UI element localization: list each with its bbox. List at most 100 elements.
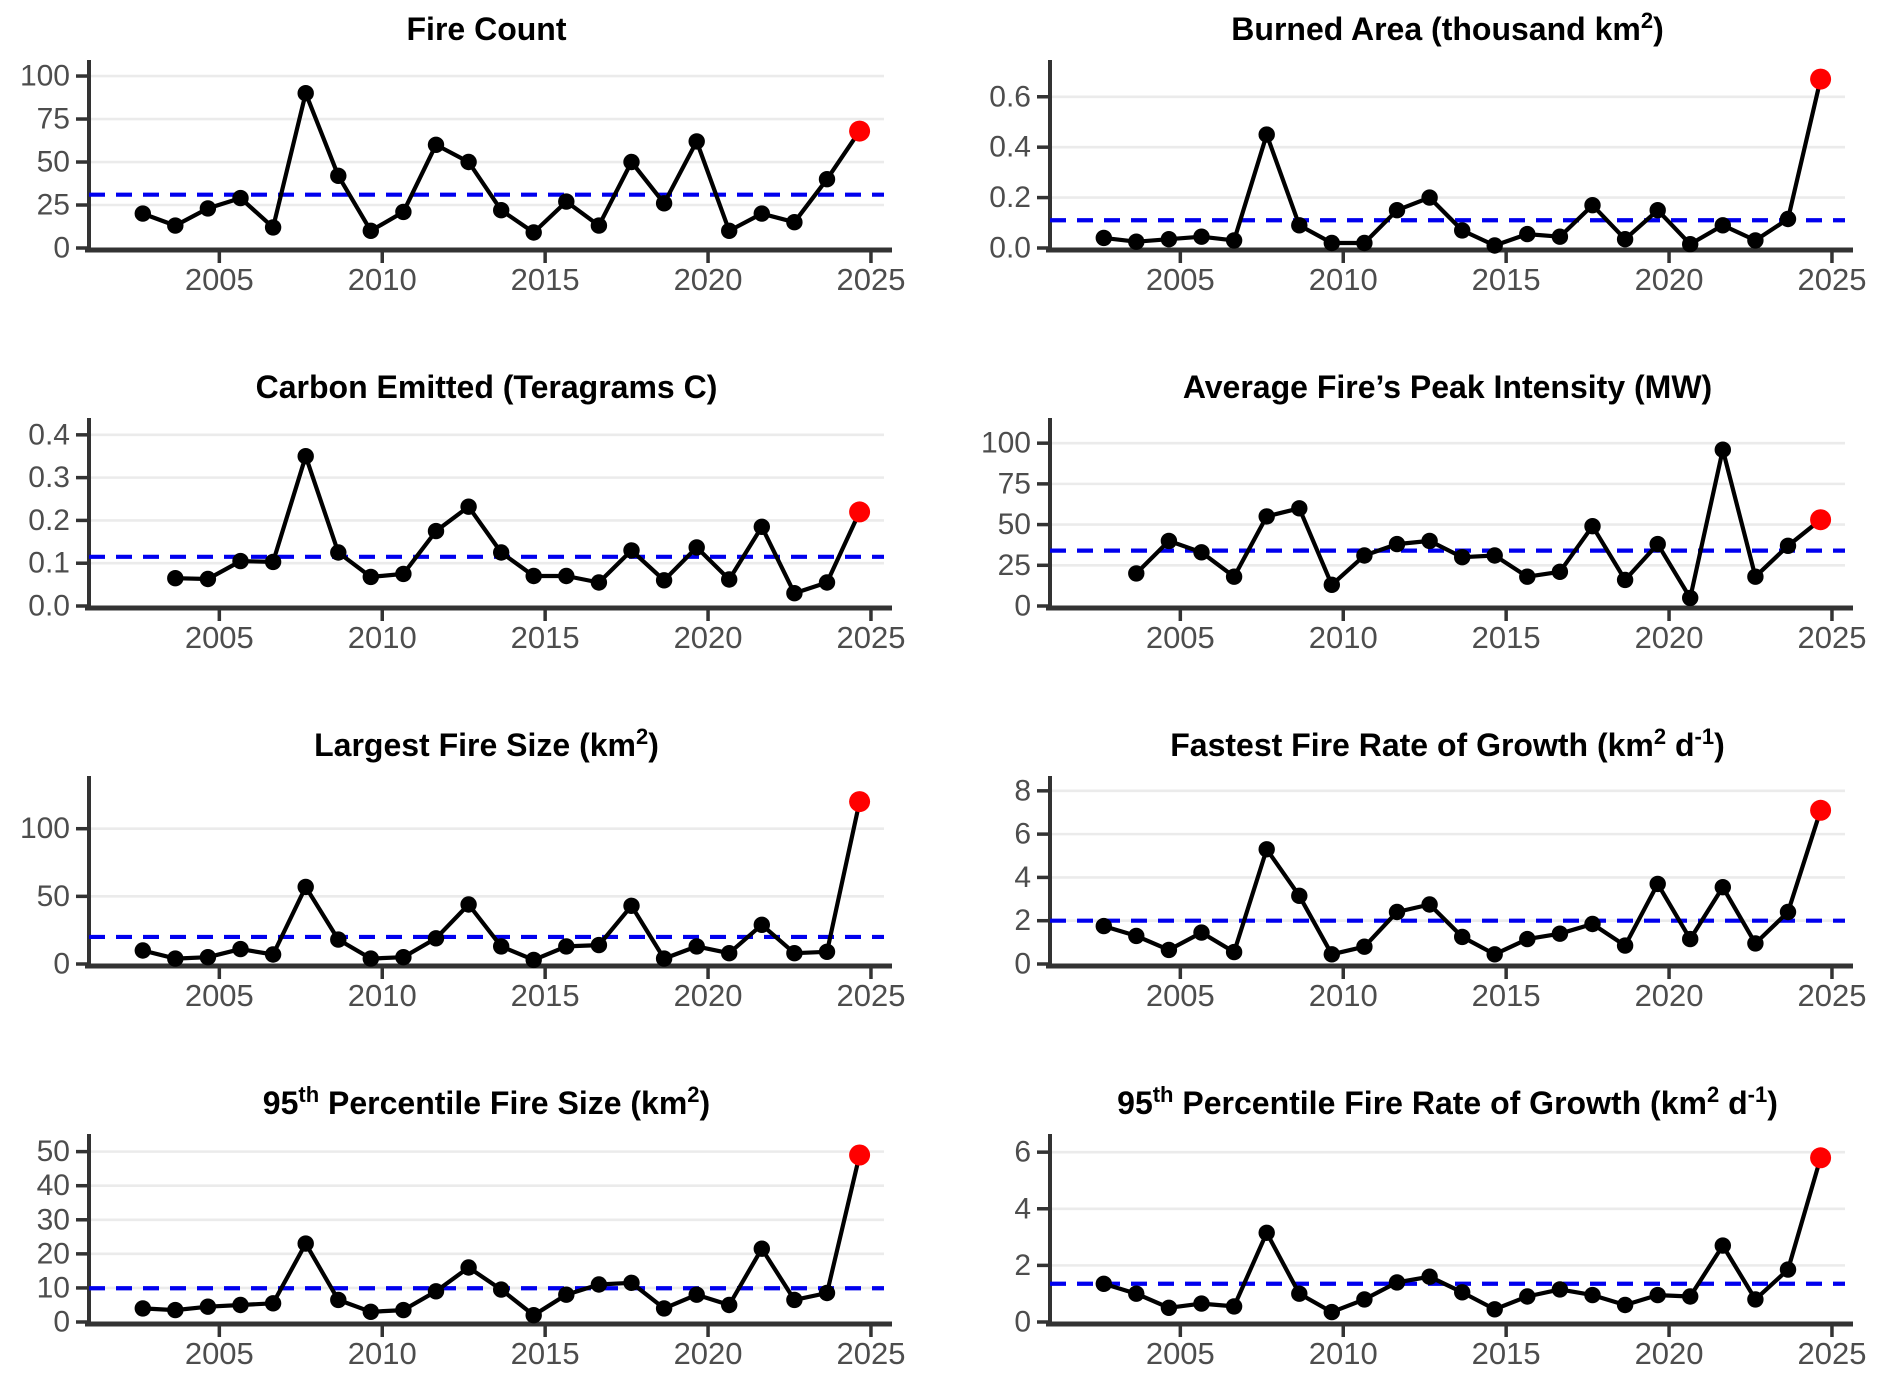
data-point bbox=[1356, 234, 1373, 252]
x-axis-tick-label: 2020 bbox=[674, 978, 743, 1013]
data-point bbox=[1291, 500, 1308, 517]
y-axis-tick-label: 6 bbox=[1014, 818, 1031, 851]
data-point bbox=[493, 938, 510, 955]
data-point bbox=[460, 153, 477, 171]
data-point bbox=[818, 943, 836, 960]
data-point bbox=[199, 949, 217, 966]
data-point bbox=[818, 1284, 836, 1302]
data-point bbox=[655, 572, 673, 589]
charts-row-3: 0 50 100 2005 2010 2015 2020 2025 Largest Fire S… bbox=[0, 716, 1892, 1074]
y-axis-tick-label: 4 bbox=[1014, 861, 1031, 894]
data-point bbox=[134, 942, 151, 959]
data-point bbox=[232, 940, 249, 958]
latest-data-point bbox=[1810, 509, 1832, 531]
data-point bbox=[1486, 946, 1503, 963]
panel-burned-area: 0.0 0.2 0.4 0.6 2005 2010 2015 2020 2025 Burned A… bbox=[946, 0, 1892, 358]
data-point bbox=[1323, 576, 1340, 593]
data-point bbox=[460, 1259, 477, 1276]
charts-row-1: 0 25 50 75 100 2005 2010 2015 2020 2025 Fire Count… bbox=[0, 0, 1892, 358]
data-point bbox=[1323, 1303, 1340, 1321]
data-point bbox=[1714, 879, 1731, 896]
data-point bbox=[264, 553, 282, 571]
data-point bbox=[1258, 126, 1275, 143]
x-axis-tick-label: 2020 bbox=[674, 262, 743, 297]
data-point bbox=[1128, 1285, 1145, 1302]
x-axis-tick-label: 2005 bbox=[185, 262, 254, 297]
data-point bbox=[1356, 547, 1373, 564]
data-point bbox=[655, 195, 673, 212]
data-point bbox=[753, 518, 770, 535]
data-point bbox=[199, 1298, 217, 1315]
data-point bbox=[1160, 532, 1178, 550]
data-point bbox=[1649, 202, 1666, 219]
y-axis-tick-label: 6 bbox=[1014, 1136, 1031, 1169]
data-point bbox=[1454, 549, 1471, 566]
data-point bbox=[525, 567, 542, 585]
x-axis-tick-label: 2015 bbox=[511, 620, 580, 655]
panel-p95-growth: 0 2 4 6 2005 2010 2015 2020 2025 95th Percentile … bbox=[946, 1074, 1892, 1384]
data-point bbox=[688, 1286, 705, 1303]
data-point bbox=[786, 585, 803, 602]
data-point bbox=[1616, 937, 1634, 954]
data-point bbox=[525, 1307, 542, 1324]
charts-row-4: 0 10 20 30 40 50 2005 2010 2015 2020 2025 95th Perc… bbox=[0, 1074, 1892, 1384]
data-point bbox=[1649, 875, 1666, 893]
y-axis-tick-label: 0.1 bbox=[28, 547, 70, 580]
x-axis-tick-label: 2020 bbox=[1635, 262, 1704, 297]
x-axis-tick-label: 2025 bbox=[1797, 978, 1866, 1013]
data-point bbox=[525, 951, 542, 969]
latest-data-point bbox=[1810, 799, 1832, 821]
y-axis-tick-label: 0.6 bbox=[989, 80, 1031, 113]
data-point bbox=[134, 205, 151, 222]
data-point bbox=[362, 222, 379, 239]
data-point bbox=[1747, 1291, 1764, 1308]
data-point bbox=[1421, 189, 1438, 206]
data-point bbox=[1584, 197, 1601, 214]
data-point bbox=[1551, 228, 1569, 245]
data-point bbox=[427, 1283, 445, 1300]
y-axis-tick-label: 75 bbox=[998, 467, 1031, 500]
data-point bbox=[623, 153, 640, 171]
data-point bbox=[1128, 927, 1145, 945]
x-axis-tick-label: 2025 bbox=[1797, 1336, 1866, 1371]
data-point bbox=[558, 567, 575, 585]
y-axis-tick-label: 2 bbox=[1014, 1249, 1031, 1282]
y-axis-tick-label: 0.3 bbox=[28, 461, 70, 494]
panel-fire-count: 0 25 50 75 100 2005 2010 2015 2020 2025 Fire Count bbox=[0, 0, 946, 358]
data-point bbox=[1714, 1237, 1731, 1254]
x-axis-tick-label: 2025 bbox=[1797, 262, 1866, 297]
x-axis-tick-label: 2005 bbox=[1146, 978, 1215, 1013]
x-axis-tick-label: 2015 bbox=[1472, 978, 1541, 1013]
x-axis-tick-label: 2025 bbox=[836, 978, 905, 1013]
x-axis-tick-label: 2010 bbox=[348, 978, 417, 1013]
data-point bbox=[1095, 917, 1112, 935]
data-point bbox=[330, 1291, 347, 1309]
data-point bbox=[1128, 233, 1145, 250]
data-point bbox=[297, 878, 314, 896]
y-axis-tick-label: 0 bbox=[53, 1306, 70, 1339]
data-point bbox=[558, 938, 575, 955]
data-point bbox=[1682, 930, 1699, 948]
data-point bbox=[558, 1286, 575, 1303]
data-point bbox=[1160, 941, 1178, 959]
x-axis-tick-label: 2010 bbox=[348, 1336, 417, 1371]
data-point bbox=[1291, 217, 1308, 234]
data-point bbox=[460, 498, 477, 515]
data-point bbox=[395, 949, 412, 966]
data-point bbox=[232, 552, 249, 570]
data-point bbox=[1291, 1285, 1308, 1302]
y-axis-tick-label: 2 bbox=[1014, 904, 1031, 937]
x-axis-tick-label: 2015 bbox=[1472, 1336, 1541, 1371]
data-point bbox=[558, 193, 575, 210]
x-axis-tick-label: 2025 bbox=[836, 620, 905, 655]
x-axis-tick-label: 2010 bbox=[1309, 978, 1378, 1013]
data-point bbox=[1225, 1298, 1243, 1315]
y-axis-tick-label: 20 bbox=[37, 1237, 70, 1270]
x-axis-tick-label: 2005 bbox=[1146, 1336, 1215, 1371]
x-axis-tick-label: 2025 bbox=[836, 262, 905, 297]
data-point bbox=[167, 950, 184, 967]
x-axis-tick-label: 2005 bbox=[1146, 262, 1215, 297]
y-axis-tick-label: 50 bbox=[37, 1135, 70, 1168]
latest-data-point bbox=[849, 791, 871, 813]
